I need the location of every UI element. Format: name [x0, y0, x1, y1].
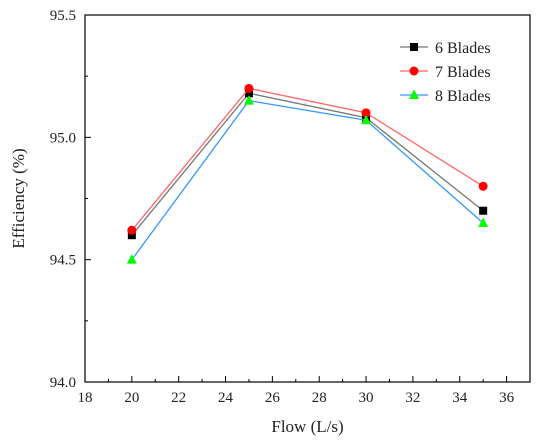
data-point-8-blades — [243, 95, 254, 105]
x-axis-title: Flow (L/s) — [271, 417, 343, 436]
legend-item-7-blades: 7 Blades — [400, 64, 491, 81]
legend-label: 6 Blades — [435, 40, 491, 57]
x-tick-label: 36 — [499, 390, 515, 406]
series-line-6-blades — [131, 92, 484, 236]
series-8-blades — [126, 95, 489, 264]
legend: 6 Blades 7 Blades 8 Blades — [400, 40, 491, 105]
series-layer — [126, 83, 489, 264]
data-point-8-blades — [478, 217, 489, 227]
data-point-6-blades — [127, 231, 136, 240]
legend-label: 7 Blades — [435, 64, 491, 81]
legend-item-6-blades: 6 Blades — [400, 40, 491, 57]
data-point-7-blades — [478, 181, 488, 191]
legend-marker — [409, 66, 419, 76]
x-tick-label: 26 — [265, 390, 281, 406]
x-tick-label: 32 — [405, 390, 420, 406]
x-tick-label: 30 — [359, 390, 374, 406]
y-axis-ticks: 94.0 94.5 95.0 95.5 — [50, 8, 91, 391]
x-tick-label: 18 — [78, 390, 93, 406]
series-6-blades — [127, 89, 488, 240]
data-point-7-blades — [361, 108, 371, 118]
x-tick-label: 34 — [452, 390, 468, 406]
legend-marker — [409, 89, 419, 99]
data-point-7-blades — [127, 225, 137, 235]
y-axis-title: Efficiency (%) — [9, 148, 28, 248]
series-7-blades — [127, 83, 488, 235]
x-tick-label: 24 — [218, 390, 234, 406]
legend-item-8-blades: 8 Blades — [400, 88, 491, 105]
data-point-8-blades — [361, 114, 372, 125]
data-point-8-blades — [126, 254, 137, 264]
x-tick-label: 22 — [171, 390, 186, 406]
y-tick-label: 94.0 — [50, 375, 76, 391]
x-axis-ticks: 18 20 22 24 26 28 30 32 34 36 — [78, 376, 515, 406]
y-tick-label: 94.5 — [50, 253, 76, 269]
data-point-6-blades — [244, 89, 253, 98]
y-tick-label: 95.5 — [50, 8, 76, 24]
data-point-7-blades — [244, 83, 254, 93]
legend-label: 8 Blades — [435, 88, 491, 105]
x-tick-label: 20 — [124, 390, 139, 406]
legend-marker — [410, 43, 418, 51]
y-tick-label: 95.0 — [50, 130, 76, 146]
x-tick-label: 28 — [312, 390, 327, 406]
series-line-7-blades — [131, 87, 484, 231]
series-line-8-blades — [131, 99, 484, 261]
data-point-6-blades — [479, 206, 488, 215]
